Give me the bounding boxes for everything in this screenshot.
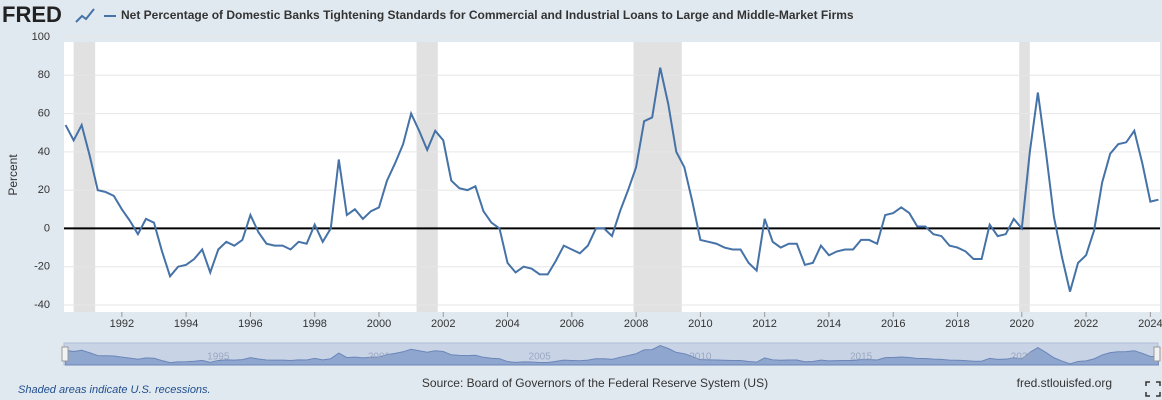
logo: FRED xyxy=(2,2,62,27)
y-tick-label: 0 xyxy=(44,222,50,234)
fullscreen-icon[interactable] xyxy=(1145,381,1161,397)
x-tick-label: 2014 xyxy=(817,318,841,330)
x-tick-label: 2022 xyxy=(1074,318,1098,330)
navigator-tick-label: 1995 xyxy=(207,352,230,363)
x-tick-label: 1996 xyxy=(238,318,262,330)
x-tick-label: 2018 xyxy=(945,318,969,330)
site: fred.stlouisfed.org xyxy=(1017,376,1112,390)
y-tick-label: -40 xyxy=(34,299,50,311)
recession-band xyxy=(416,42,438,312)
x-tick-label: 2010 xyxy=(688,318,712,330)
x-tick-label: 1994 xyxy=(174,318,198,330)
navigator-series xyxy=(65,344,1159,366)
navigator-tick-label: 2015 xyxy=(850,352,873,363)
y-tick-label: -20 xyxy=(34,261,50,273)
navigator-handle[interactable] xyxy=(61,346,69,362)
x-tick-label: 2020 xyxy=(1010,318,1034,330)
logo-icon xyxy=(75,8,95,23)
x-tick-label: 1998 xyxy=(302,318,326,330)
x-tick-label: 2002 xyxy=(431,318,455,330)
x-tick-label: 2024 xyxy=(1138,318,1162,330)
y-axis-label: Percent xyxy=(6,154,20,196)
source: Source: Board of Governors of the Federa… xyxy=(422,376,768,390)
x-tick-label: 2012 xyxy=(752,318,776,330)
navigator-handle[interactable] xyxy=(1153,346,1161,362)
navigator-tick-label: 2005 xyxy=(529,352,552,363)
y-tick-label: 40 xyxy=(38,146,50,158)
navigator-tick-label: 2000 xyxy=(368,352,391,363)
x-tick-label: 2008 xyxy=(624,318,648,330)
recession-band xyxy=(73,42,96,312)
navigator-tick-label: 2010 xyxy=(689,352,712,363)
y-tick-label: 20 xyxy=(38,184,50,196)
legend-label: Net Percentage of Domestic Banks Tighten… xyxy=(121,8,854,22)
x-tick-label: 2006 xyxy=(560,318,584,330)
x-tick-label: 2016 xyxy=(881,318,905,330)
x-tick-label: 2004 xyxy=(495,318,519,330)
y-tick-label: 60 xyxy=(38,107,50,119)
x-tick-label: 1992 xyxy=(110,318,134,330)
x-tick-label: 2000 xyxy=(367,318,391,330)
y-tick-label: 80 xyxy=(38,69,50,81)
recession-note: Shaded areas indicate U.S. recessions. xyxy=(18,384,211,396)
navigator-tick-label: 2020 xyxy=(1011,352,1034,363)
y-tick-label: 100 xyxy=(32,31,50,43)
plot-area xyxy=(64,42,1160,312)
data-line xyxy=(64,67,1159,292)
recession-band xyxy=(1019,42,1030,312)
